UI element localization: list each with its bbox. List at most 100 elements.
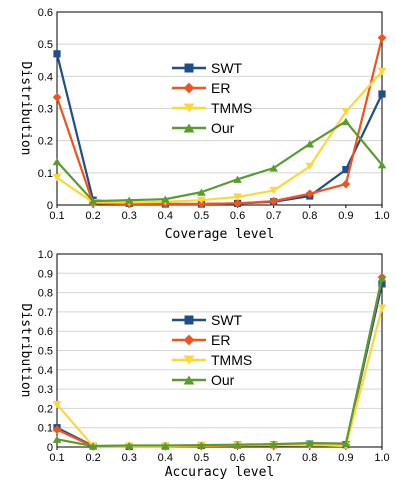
x-tick-label: 0.1 <box>49 210 64 222</box>
x-tick-label: 0.4 <box>158 452 173 464</box>
data-point <box>305 189 315 199</box>
y-tick-label: 0.3 <box>38 104 53 116</box>
x-tick-label: 0.8 <box>302 452 317 464</box>
data-point <box>52 174 62 182</box>
legend-marker <box>184 63 194 73</box>
x-tick-label: 0.9 <box>338 210 353 222</box>
x-tick-label: 0.2 <box>85 210 100 222</box>
data-point <box>269 196 278 206</box>
data-point <box>197 196 206 204</box>
accuracy-chart: 00.10.20.30.40.50.60.70.80.91.00.1 0.2 0.3… <box>18 249 390 480</box>
data-point <box>377 33 387 43</box>
coverage-chart: 00.10.20.30.40.50.60.1 0.2 0.3 0.4 0.5 0.6 0.7… <box>18 7 390 242</box>
x-axis-label: Coverage level <box>165 227 275 242</box>
data-point <box>197 199 206 209</box>
legend: SWT ER TMMS Our <box>172 60 252 136</box>
data-point <box>341 117 351 125</box>
data-point <box>342 166 350 174</box>
data-point <box>377 67 387 76</box>
x-tick-label: 1.0 <box>374 452 389 464</box>
data-point <box>233 193 242 201</box>
y-tick-label: 0.9 <box>38 268 53 280</box>
y-tick-label: 0.4 <box>38 71 53 83</box>
y-tick-label: 0.8 <box>38 288 53 300</box>
data-point <box>88 442 98 450</box>
legend-marker <box>183 123 195 133</box>
data-point <box>197 441 206 449</box>
data-point <box>305 162 315 170</box>
data-point <box>88 197 98 205</box>
legend: SWT ER TMMS Our <box>172 312 252 388</box>
y-tick-label: 0.4 <box>38 365 53 377</box>
x-tick-label: 0.9 <box>338 452 353 464</box>
y-tick-label: 0.6 <box>38 326 53 338</box>
x-tick-label: 0.5 <box>194 452 209 464</box>
y-tick-label: 0.2 <box>38 403 53 415</box>
x-tick-label: 0.3 <box>122 210 137 222</box>
series-line <box>56 277 384 448</box>
data-point <box>161 195 170 203</box>
series-our <box>52 117 387 205</box>
legend-marker <box>184 315 194 325</box>
y-tick-label: 0.1 <box>38 168 53 180</box>
plot-frame <box>56 253 383 448</box>
legend-label: ER <box>211 332 230 348</box>
data-point <box>233 199 242 208</box>
x-tick-label: 1.0 <box>374 210 389 222</box>
data-point <box>341 439 351 448</box>
data-point <box>197 188 206 196</box>
y-axis-label: Distribution <box>18 304 33 398</box>
y-tick-label: 0.3 <box>38 384 53 396</box>
data-point <box>52 435 62 443</box>
legend-marker <box>183 355 195 365</box>
data-point <box>52 157 62 166</box>
x-tick-label: 0.7 <box>266 210 281 222</box>
legend-marker <box>183 375 195 385</box>
data-point <box>124 196 134 204</box>
x-tick-label: 0.1 <box>49 452 64 464</box>
y-tick-label: 0.5 <box>38 39 53 51</box>
legend-marker <box>183 334 195 346</box>
data-point <box>269 440 278 448</box>
data-point <box>305 140 315 148</box>
series-our <box>52 274 387 450</box>
series-line <box>55 37 384 206</box>
x-tick-label: 0.2 <box>85 452 100 464</box>
data-point <box>53 50 61 58</box>
data-point <box>52 92 62 102</box>
x-tick-label: 0.8 <box>302 210 317 222</box>
legend-label: Our <box>211 372 235 388</box>
series-line <box>56 120 383 203</box>
data-point <box>269 186 278 195</box>
legend-label: TMMS <box>211 100 252 116</box>
data-point <box>378 90 386 98</box>
x-axis-label: Accuracy level <box>165 465 275 480</box>
data-point <box>124 441 134 450</box>
y-tick-label: 0.5 <box>38 346 53 358</box>
legend-label: TMMS <box>211 352 252 368</box>
y-tick-label: 0.7 <box>38 307 53 319</box>
y-tick-label: 1.0 <box>38 249 53 261</box>
x-tick-label: 0.4 <box>158 210 173 222</box>
legend-marker <box>183 82 195 94</box>
x-tick-label: 0.6 <box>230 210 245 222</box>
data-point <box>269 164 278 172</box>
legend-label: SWT <box>211 312 243 328</box>
x-tick-label: 0.5 <box>194 210 209 222</box>
data-point <box>341 108 351 116</box>
data-point <box>377 274 387 282</box>
data-point <box>52 400 62 409</box>
legend-marker <box>183 103 195 113</box>
y-tick-label: 0.2 <box>38 136 53 148</box>
legend-label: SWT <box>211 60 243 76</box>
data-point <box>377 304 387 312</box>
x-tick-label: 0.3 <box>122 452 137 464</box>
data-point <box>161 441 170 450</box>
data-point <box>52 425 62 434</box>
data-point <box>341 179 351 189</box>
plot-frame <box>56 11 383 206</box>
legend-label: ER <box>211 80 230 96</box>
y-axis-label: Distribution <box>18 62 33 156</box>
series-line <box>56 70 383 204</box>
